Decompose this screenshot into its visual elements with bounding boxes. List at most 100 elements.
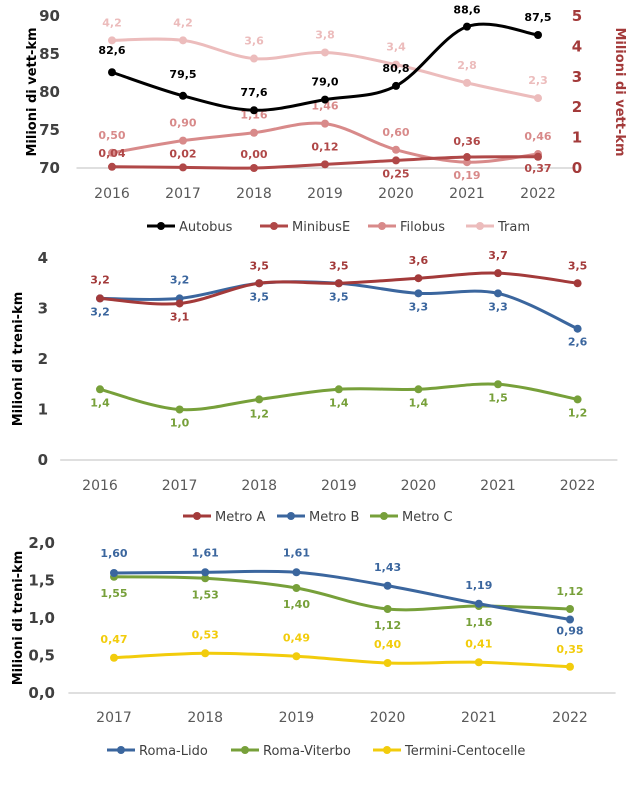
- data-point: [534, 152, 542, 161]
- x-tick-label: 2020: [401, 478, 437, 494]
- chart-3: 0,0 0,5 1,0 1,5 2,0 2017 2018 2019 2020 2021 2022 M…: [11, 534, 616, 759]
- y-tick-label: 0,5: [28, 647, 55, 665]
- legend-item-minibuse: MinibusE: [260, 220, 350, 235]
- data-point: [392, 145, 400, 154]
- data-point: [334, 385, 343, 394]
- data-point: [392, 81, 400, 90]
- data-label: 0,35: [556, 643, 583, 656]
- data-point: [250, 128, 258, 137]
- data-point: [108, 36, 116, 45]
- x-tick-label: 2020: [370, 710, 406, 726]
- data-point: [108, 68, 116, 77]
- y-axis-title: Milioni di treni-km: [11, 551, 26, 686]
- data-label: 0,36: [453, 135, 480, 148]
- data-label: 1,16: [465, 616, 492, 629]
- data-point: [292, 568, 301, 577]
- data-label: 1,12: [556, 585, 583, 598]
- x-tick-label: 2016: [82, 478, 118, 494]
- data-point: [463, 78, 471, 87]
- x-tick-label: 2022: [520, 186, 556, 202]
- x-tick-label: 2021: [449, 186, 485, 202]
- data-label: 0,53: [192, 628, 219, 641]
- legend-swatch-marker: [380, 512, 388, 520]
- y-tick-label: 70: [39, 159, 60, 177]
- x-tick-label: 2018: [241, 478, 277, 494]
- x-tick-label: 2017: [96, 710, 132, 726]
- y-right-tick-label: 3: [572, 68, 582, 86]
- data-label: 1,61: [192, 546, 219, 559]
- data-label: 3,6: [409, 254, 429, 267]
- y-tick-label: 3: [38, 300, 48, 318]
- data-label: 0,41: [465, 637, 492, 650]
- data-label: 79,0: [311, 76, 338, 89]
- data-label: 0,37: [524, 162, 551, 175]
- data-label: 3,3: [409, 300, 429, 313]
- y-tick-label: 1,5: [28, 572, 55, 590]
- data-point: [414, 274, 423, 283]
- series-minibuse: 0,04 0,02 0,00 0,12 0,25 0,36 0,37: [98, 135, 551, 180]
- data-label: 0,47: [100, 633, 127, 646]
- data-label: 79,5: [169, 68, 196, 81]
- legend-swatch-marker: [193, 512, 201, 520]
- legend-swatch-marker: [270, 222, 278, 230]
- data-label: 88,6: [453, 4, 480, 17]
- data-label: 1,2: [568, 406, 588, 419]
- data-point: [494, 289, 502, 298]
- data-point: [110, 569, 118, 577]
- x-tick-label: 2017: [162, 478, 198, 494]
- data-label: 0,50: [98, 129, 125, 142]
- legend-label: Metro A: [215, 510, 265, 525]
- data-label: 0,25: [382, 167, 409, 180]
- data-label: 4,2: [173, 16, 193, 29]
- data-point: [566, 605, 574, 613]
- series-metro-c: 1,4 1,0 1,2 1,4 1,4 1,5 1,2: [90, 380, 588, 430]
- legend-swatch-marker: [241, 746, 249, 754]
- legend-item-tram: Tram: [466, 220, 530, 235]
- data-label: 3,5: [249, 290, 269, 303]
- data-label: 1,4: [329, 396, 349, 409]
- y-right-tick-label: 4: [572, 37, 582, 55]
- data-label: 3,2: [170, 273, 190, 286]
- data-label: 1,12: [374, 619, 401, 632]
- series-line-termini-centocelle: [113, 651, 571, 669]
- data-label: 1,46: [311, 100, 338, 113]
- legend-swatch-marker: [287, 512, 295, 520]
- data-label: 0,90: [169, 117, 196, 130]
- data-point: [494, 269, 502, 278]
- legend-swatch-marker: [157, 222, 165, 230]
- data-label: 1,61: [283, 546, 310, 559]
- data-point: [201, 649, 210, 658]
- data-point: [292, 652, 301, 661]
- data-point: [534, 94, 542, 103]
- data-point: [573, 324, 582, 333]
- data-label: 82,6: [98, 44, 125, 57]
- legend: Autobus MinibusE Filobus Tram: [147, 220, 530, 235]
- data-label: 80,8: [382, 62, 409, 75]
- legend-swatch-marker: [117, 746, 125, 754]
- data-label: 3,4: [386, 41, 406, 54]
- data-point: [108, 162, 116, 171]
- data-point: [201, 568, 210, 577]
- data-label: 3,5: [249, 259, 269, 272]
- data-point: [255, 395, 264, 404]
- data-point: [175, 299, 184, 308]
- data-label: 3,5: [329, 290, 349, 303]
- data-point: [292, 584, 301, 592]
- data-point: [463, 153, 471, 162]
- data-label: 3,7: [488, 249, 508, 262]
- y-right-tick-label: 5: [572, 7, 582, 25]
- legend-item-autobus: Autobus: [147, 220, 233, 235]
- series-termini-centocelle: 0,47 0,53 0,49 0,40 0,41 0,35: [100, 628, 584, 671]
- data-point: [201, 574, 210, 583]
- legend-swatch-marker: [378, 222, 386, 230]
- data-point: [255, 279, 264, 288]
- y-tick-label: 4: [38, 249, 48, 267]
- x-tick-label: 2021: [461, 710, 497, 726]
- data-point: [566, 615, 574, 624]
- x-tick-label: 2022: [560, 478, 596, 494]
- data-label: 0,49: [283, 631, 310, 644]
- data-point: [110, 653, 118, 662]
- legend-item-termini-centocelle: Termini-Centocelle: [373, 744, 525, 759]
- data-point: [383, 605, 392, 613]
